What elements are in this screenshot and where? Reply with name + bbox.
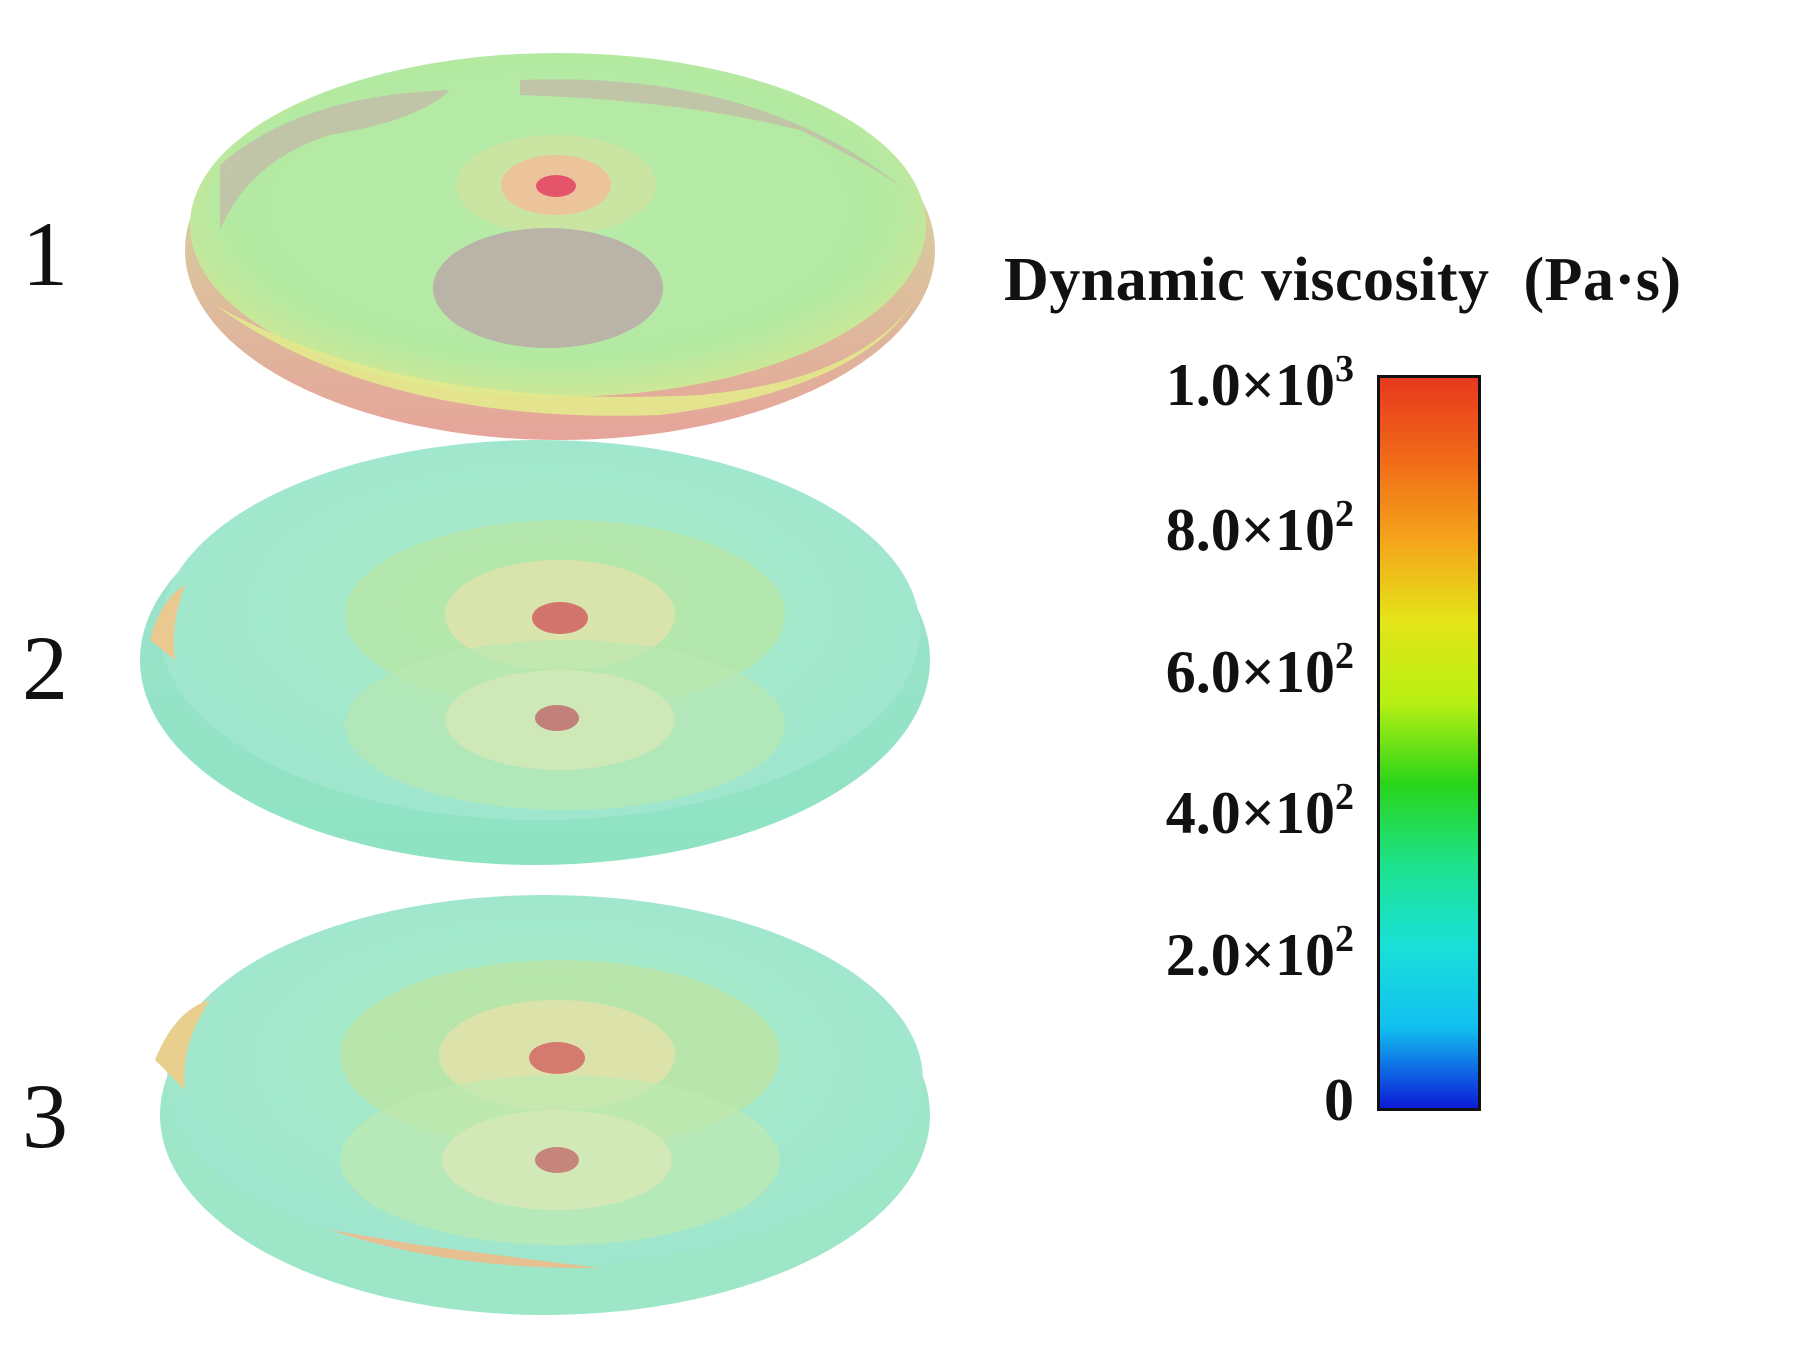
disk-3-bottom-streak [330,1230,600,1269]
disk-1-lower-band [215,300,915,416]
tick-label-600: 6.0×102 [1165,637,1354,705]
tick-label-800: 8.0×102 [1165,495,1354,563]
legend-title: Dynamic viscosity (Pa·s) [1004,245,1682,316]
disk-1-render [185,53,935,440]
tick-label-0: 0 [1324,1070,1354,1130]
legend-unit: (Pa·s) [1523,246,1682,314]
disk-2-render [140,440,930,865]
disk-3-edge-splash [155,1000,210,1090]
panel-label-2: 2 [22,617,68,719]
tick-exponent: 3 [1335,348,1354,390]
tick-label-200: 2.0×102 [1165,920,1354,988]
tick-base: 0 [1324,1067,1354,1133]
tick-base: 6.0×10 [1165,639,1335,705]
disk-2-edge-splash [150,585,185,660]
tick-exponent: 2 [1335,635,1354,677]
panel-label-1: 1 [22,203,68,305]
colorbar [1377,375,1481,1111]
tick-label-1000: 1.0×103 [1165,350,1354,418]
tick-exponent: 2 [1335,776,1354,818]
tick-label-400: 4.0×102 [1165,778,1354,846]
disk-3-render [155,895,930,1315]
tick-base: 4.0×10 [1165,780,1335,846]
disk-2-hotspot-upper [532,602,588,634]
disk-3-hotspot-upper [529,1042,585,1074]
disk-1-hotspot [536,175,576,197]
disk-1-shadow-disc [433,228,663,348]
tick-base: 2.0×10 [1165,922,1335,988]
legend-title-text: Dynamic viscosity [1004,246,1490,314]
tick-base: 8.0×10 [1165,497,1335,563]
tick-exponent: 2 [1335,493,1354,535]
tick-exponent: 2 [1335,918,1354,960]
tick-base: 1.0×10 [1165,352,1335,418]
disk-1-gray-band-right [520,79,905,190]
disk-3-hotspot-lower [535,1147,579,1173]
disk-2-hotspot-lower [535,705,579,731]
disk-1-gray-band [220,90,450,230]
panel-label-3: 3 [22,1065,68,1167]
